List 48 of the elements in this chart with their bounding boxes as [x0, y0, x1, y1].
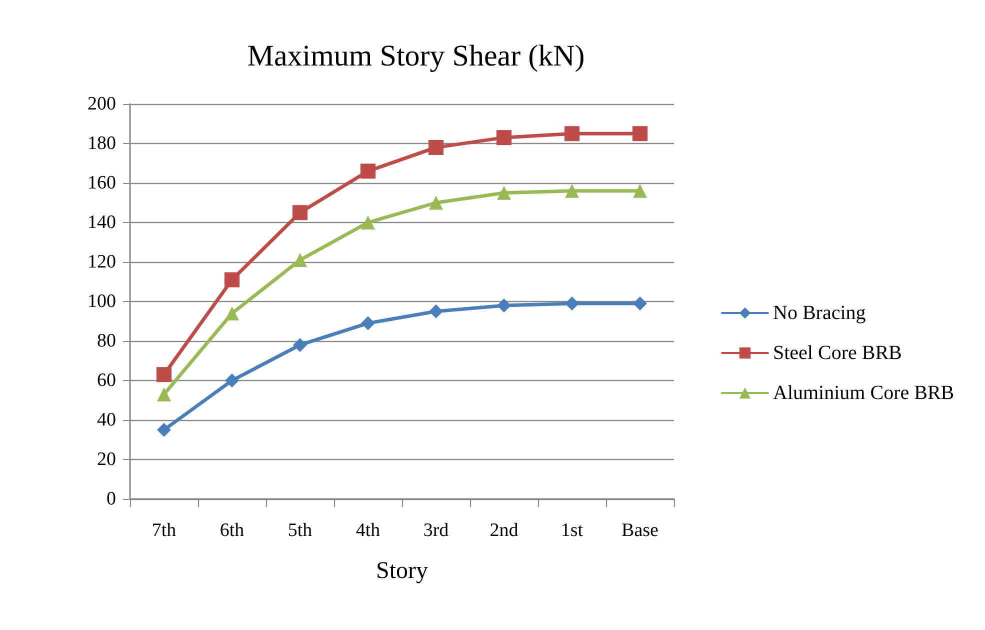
- point: [293, 338, 307, 352]
- point: [565, 296, 579, 310]
- x-tick-label: 7th: [152, 520, 177, 541]
- y-tick-label: 120: [88, 252, 116, 272]
- point: [429, 196, 443, 210]
- point: [293, 253, 307, 268]
- point: [429, 304, 443, 318]
- point: [361, 316, 375, 330]
- point: [157, 387, 171, 402]
- y-tick-label: 20: [97, 449, 116, 470]
- point: [360, 164, 376, 179]
- point: [633, 296, 647, 310]
- y-tick-label: 140: [88, 212, 116, 233]
- y-tick-label: 40: [97, 410, 116, 430]
- point: [497, 298, 511, 312]
- point: [632, 126, 648, 142]
- point: [497, 186, 511, 200]
- x-tick-label: Base: [622, 520, 658, 541]
- y-tick-label: 60: [97, 370, 116, 391]
- point: [156, 367, 172, 382]
- x-tick-label: 3rd: [423, 520, 450, 541]
- point: [225, 374, 239, 388]
- point: [564, 126, 580, 142]
- x-tick-label: 1st: [560, 520, 584, 541]
- x-tick-label: 6th: [220, 520, 245, 541]
- point: [565, 184, 579, 198]
- y-tick-label: 200: [88, 94, 116, 114]
- point: [361, 216, 375, 230]
- point: [496, 130, 512, 146]
- legend-label: Steel Core BRB: [773, 342, 902, 364]
- point: [157, 422, 171, 437]
- point: [292, 205, 308, 220]
- legend-label: No Bracing: [773, 302, 866, 324]
- legend-label: Aluminium Core BRB: [773, 382, 954, 404]
- point: [428, 140, 444, 155]
- chart-title: Maximum Story Shear (kN): [247, 40, 585, 72]
- y-tick-label: 160: [88, 172, 116, 194]
- y-tick-label: 80: [97, 330, 116, 352]
- point: [225, 306, 239, 320]
- x-tick-label: 4th: [356, 520, 381, 541]
- x-tick-label: 2nd: [490, 520, 519, 541]
- y-tick-label: 0: [106, 488, 116, 510]
- y-tick-label: 100: [88, 291, 116, 312]
- y-tick-label: 180: [88, 133, 116, 154]
- x-tick-label: 5th: [288, 520, 313, 541]
- x-axis-title: Story: [376, 558, 428, 584]
- point: [224, 272, 240, 288]
- point: [633, 184, 647, 198]
